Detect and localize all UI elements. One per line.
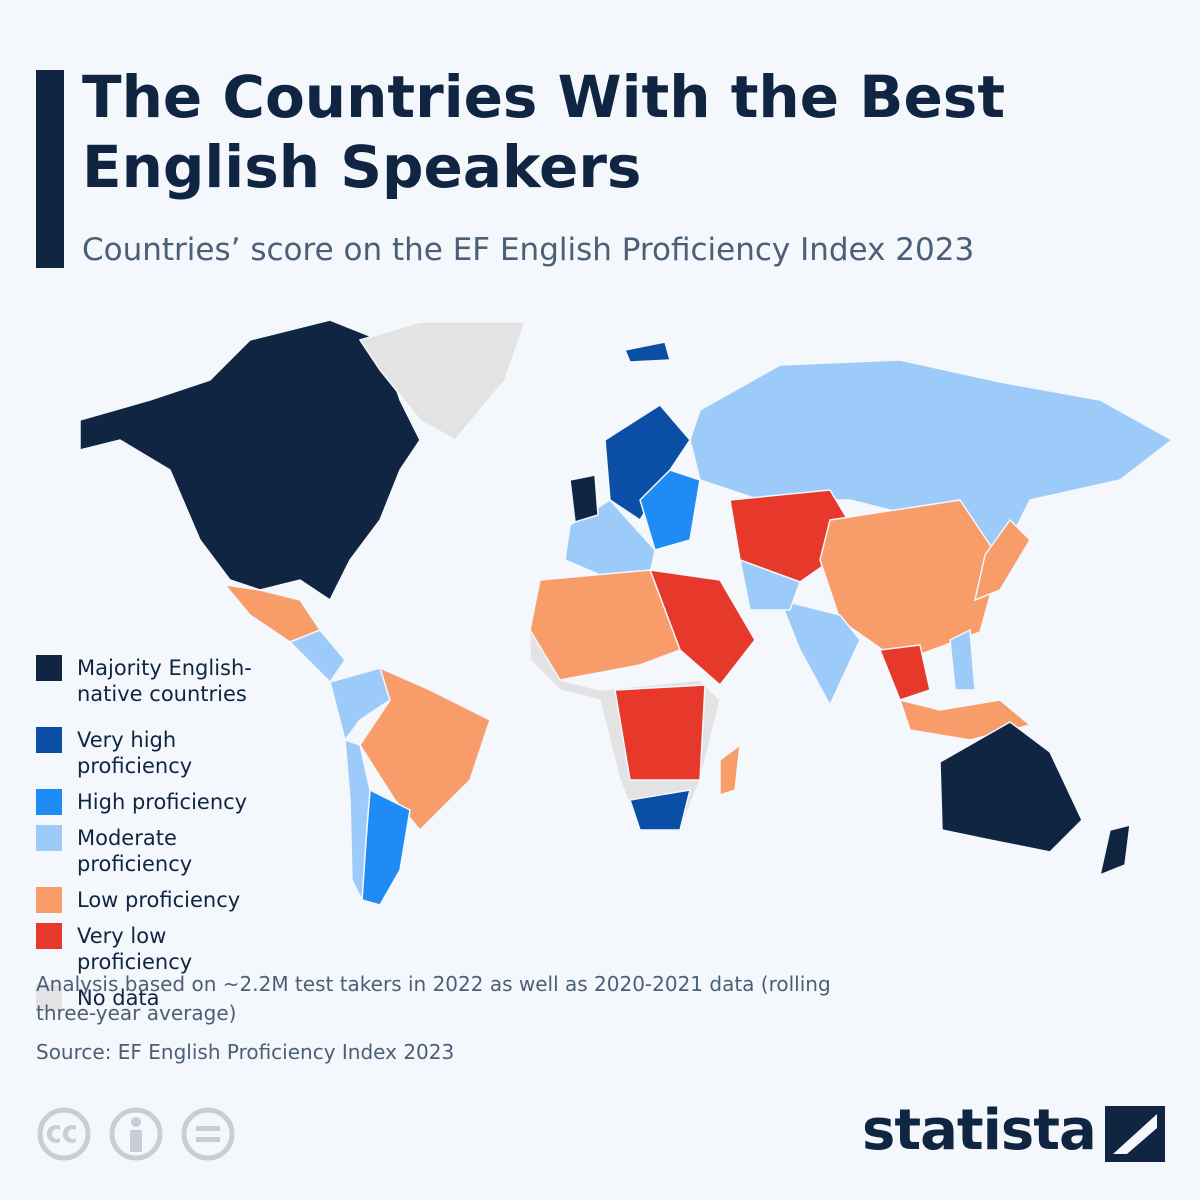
legend-swatch — [36, 887, 62, 913]
legend-swatch — [36, 727, 62, 753]
legend-label: Low proficiency — [77, 888, 241, 912]
region — [629, 789, 692, 831]
legend-label: Majority English-native countries — [77, 656, 252, 706]
legend-swatch — [36, 655, 62, 681]
legend-label: Very low proficiency — [77, 924, 193, 974]
region — [819, 499, 1001, 663]
region — [79, 319, 421, 602]
region — [949, 628, 976, 691]
region — [973, 518, 1031, 602]
legend-label: No data — [77, 986, 160, 1010]
region — [529, 569, 681, 681]
legend-swatch — [36, 985, 62, 1011]
legend-swatch — [36, 923, 62, 949]
region — [569, 474, 599, 523]
legend-item: No data — [36, 985, 277, 1011]
legend-label: High proficiency — [77, 790, 248, 814]
region — [778, 598, 861, 707]
region — [329, 667, 391, 742]
region — [1098, 824, 1131, 877]
brand-logo — [1105, 1106, 1165, 1162]
region — [614, 684, 706, 781]
source: Source: EF English Proficiency Index 202… — [36, 1040, 455, 1064]
legend-label: Moderate proficiency — [77, 826, 193, 876]
legend-item: Moderate proficiency — [36, 825, 277, 877]
title: The Countries With the Best English Spea… — [82, 63, 1006, 201]
legend-item: Majority English-native countries — [36, 655, 277, 707]
region — [344, 738, 371, 903]
legend-item: Very high proficiency — [36, 727, 277, 779]
region — [623, 341, 671, 363]
subtitle: Countries’ score on the EF English Profi… — [82, 232, 975, 268]
title-accent — [36, 70, 64, 268]
region — [223, 583, 322, 643]
legend-item: Very low proficiency — [36, 923, 277, 975]
legend: Majority English-native countries Very hi… — [36, 655, 277, 1021]
note: Analysis based on ~2.2M test takers in 2… — [36, 972, 831, 1025]
legend-item: Low proficiency — [36, 887, 277, 913]
legend-item: High proficiency — [36, 789, 277, 815]
legend-swatch — [36, 789, 62, 815]
license-icons — [37, 1107, 235, 1161]
region — [939, 721, 1083, 853]
region — [359, 666, 491, 832]
brand: statista — [862, 1098, 1097, 1163]
region — [719, 743, 741, 797]
region — [639, 469, 701, 551]
region — [878, 644, 931, 701]
region — [739, 558, 801, 611]
legend-swatch — [36, 825, 62, 851]
legend-label: Very high proficiency — [77, 728, 193, 778]
region — [358, 321, 527, 441]
region — [288, 629, 346, 684]
